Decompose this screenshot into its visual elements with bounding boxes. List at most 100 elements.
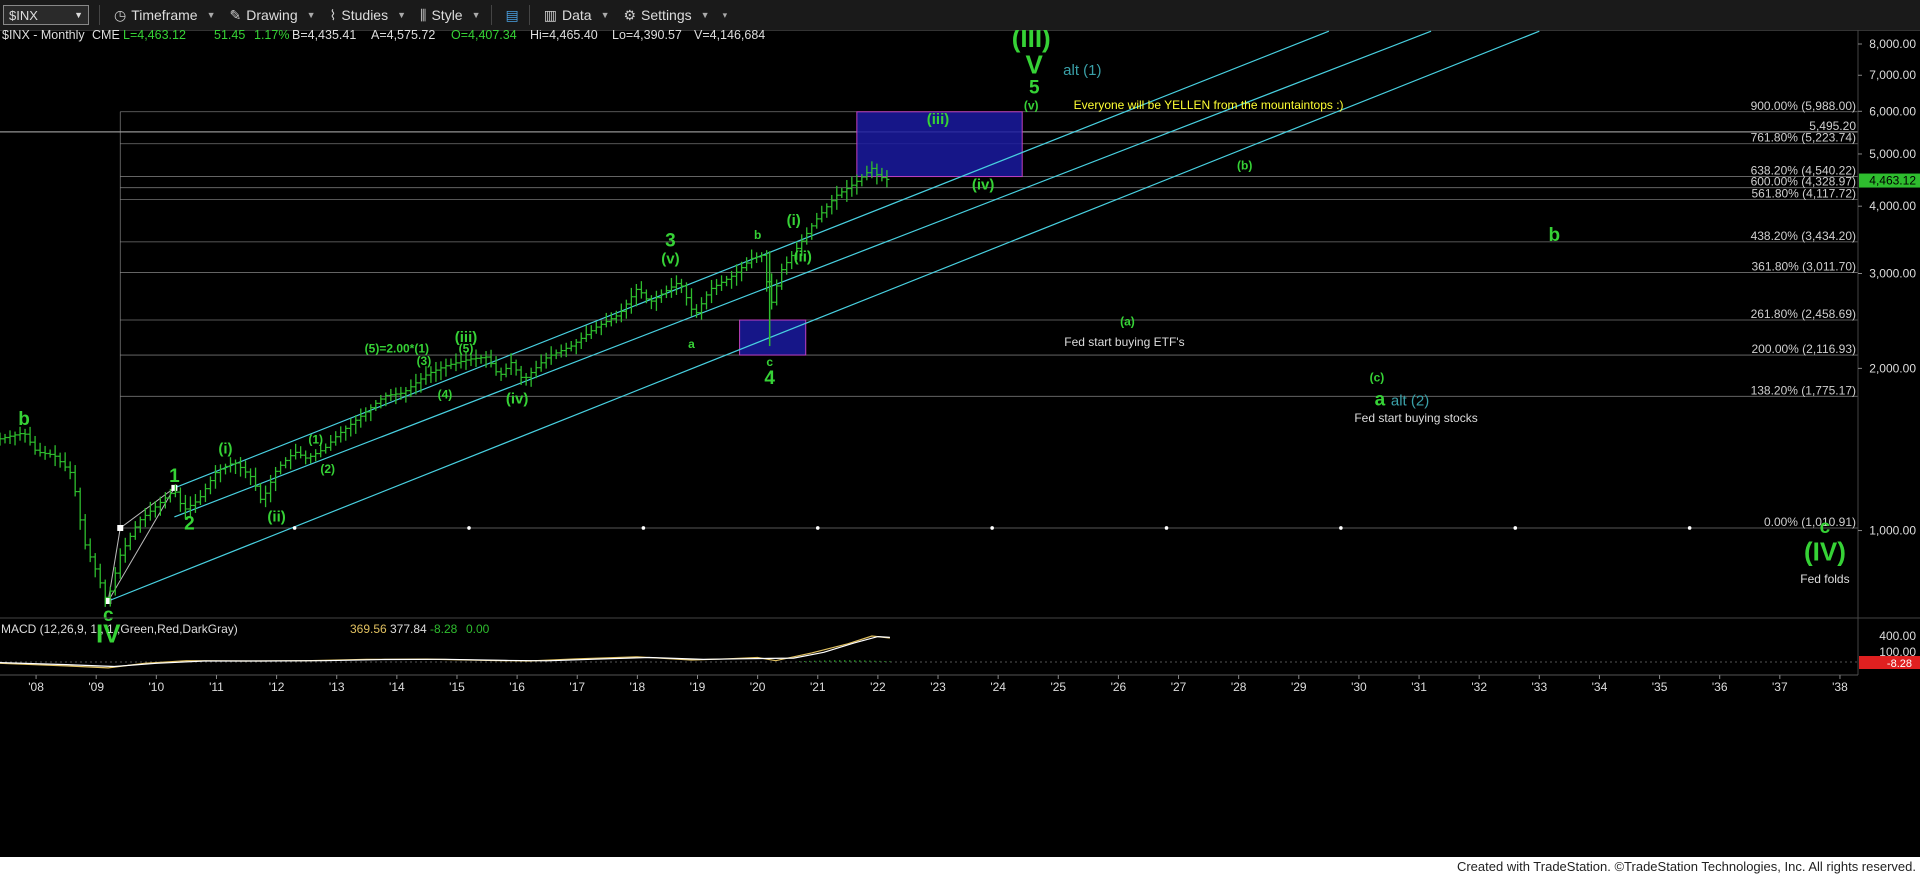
price-bar [17, 426, 23, 441]
level-marker [292, 526, 297, 530]
price-bar [413, 373, 419, 395]
annotation: Everyone will be YELLEN from the mountai… [1074, 98, 1344, 112]
price-bar [593, 321, 599, 334]
drawing-button[interactable]: ✎ Drawing ▼ [230, 7, 316, 24]
wave-label: 3 [665, 230, 676, 251]
anchor-point[interactable] [171, 484, 178, 491]
zero-value: 0.00 [466, 622, 490, 636]
macd-label: MACD (12,26,9, 1 , 1 ,Green,Red,DarkGray… [1, 622, 238, 636]
price-bar [473, 349, 479, 367]
toolbar: $INX ▼ ◷ Timeframe ▼ ✎ Drawing ▼ ⌇ Studi… [0, 0, 1920, 31]
price-bar [152, 501, 158, 518]
price-bar [854, 174, 860, 195]
price-bar [648, 295, 654, 310]
header-volume: V=4,146,684 [694, 30, 765, 42]
level-marker [990, 526, 994, 530]
timeframe-button[interactable]: ◷ Timeframe ▼ [114, 7, 216, 24]
price-bar [573, 339, 579, 355]
price-bar [418, 373, 424, 393]
price-bar [87, 538, 93, 563]
channel-line [108, 30, 1540, 602]
time-tick-label: '17 [569, 680, 585, 694]
price-bar [222, 463, 228, 475]
price-bar [142, 507, 148, 528]
price-bar [568, 340, 574, 352]
layout-button[interactable]: ▤ [506, 7, 519, 24]
time-tick-label: '16 [509, 680, 525, 694]
price-bar [528, 367, 534, 387]
price-bar [72, 465, 78, 497]
price-bar [859, 174, 865, 187]
price-bar [658, 289, 664, 303]
price-bar [809, 223, 815, 240]
price-bar [358, 408, 364, 428]
price-tick-label: 5,000.00 [1869, 147, 1916, 161]
price-bar [874, 163, 880, 185]
time-tick-label: '19 [690, 680, 706, 694]
price-bar [839, 187, 845, 199]
wave-label: 4 [764, 368, 775, 389]
price-bar [759, 252, 765, 263]
price-bar [453, 353, 459, 372]
footer: Created with TradeStation. ©TradeStation… [0, 857, 1920, 876]
footer-credit: Created with TradeStation. ©TradeStation… [1456, 859, 1916, 874]
wave-label: (5)=2.00*(1) [365, 342, 429, 356]
macd-tick-label: 100.00 [1879, 645, 1916, 659]
price-bar [834, 185, 840, 210]
price-bar [744, 257, 750, 272]
price-bar [177, 487, 183, 512]
anchor-point[interactable] [105, 597, 112, 604]
price-tick-label: 3,000.00 [1869, 266, 1916, 280]
price-bar [117, 548, 123, 579]
price-bar [187, 496, 193, 519]
price-bar [468, 352, 474, 367]
time-tick-label: '31 [1411, 680, 1427, 694]
data-button[interactable]: ▥ Data ▼ [544, 7, 610, 24]
price-bar [172, 484, 178, 498]
macd-line [0, 635, 890, 669]
target-boxes [739, 111, 1023, 356]
header-last: L=4,463.12 [123, 30, 186, 42]
price-tick-label: 4,000.00 [1869, 199, 1916, 213]
price-bar [884, 170, 890, 188]
price-bar [608, 312, 614, 327]
wave-label: (ii) [794, 248, 812, 265]
symbol-input[interactable]: $INX ▼ [3, 5, 89, 25]
price-bar [253, 467, 259, 491]
fib-label: 600.00% (4,328.97) [1751, 175, 1856, 189]
price-axis: 1,000.00 2,000.00 3,000.00 4,000.00 5,000.00… [1857, 30, 1920, 675]
price-bar [333, 431, 339, 446]
style-button[interactable]: ⫼ Style ▼ [420, 7, 481, 24]
wave-label: a [688, 337, 695, 351]
symbol-value: $INX [9, 7, 38, 23]
time-tick-label: '35 [1652, 680, 1668, 694]
studies-button[interactable]: ⌇ Studies ▼ [330, 7, 406, 24]
price-bar [27, 426, 33, 446]
header-ask: A=4,575.72 [371, 30, 435, 42]
price-bar [643, 289, 649, 304]
price-bar [503, 363, 509, 378]
header-change-pct: 1.17% [254, 30, 289, 42]
price-bar [438, 361, 444, 381]
fib-label: 261.80% (2,458.69) [1751, 307, 1856, 321]
price-bar [197, 490, 203, 505]
wave-label: (iii) [927, 111, 950, 128]
time-tick-label: '21 [810, 680, 826, 694]
header-change: 51.45 [214, 30, 245, 42]
fib-label: 761.80% (5,223.74) [1751, 131, 1856, 145]
alt-label: alt (2) [1391, 393, 1429, 410]
price-bar [127, 532, 133, 551]
price-bar [869, 161, 875, 179]
anchor-point[interactable] [117, 524, 124, 531]
price-bar [423, 366, 429, 385]
header-bid: B=4,435.41 [292, 30, 356, 42]
chevron-down-icon: ▼ [74, 10, 83, 20]
price-bar [754, 252, 760, 263]
settings-button[interactable]: ⚙ Settings ▼ ▾ [623, 7, 727, 24]
header-symbol: $INX - Monthly [2, 30, 85, 42]
price-bar [819, 205, 825, 223]
price-bar [373, 399, 379, 411]
wave-label: (2) [320, 462, 335, 476]
chevron-down-icon: ▼ [397, 10, 407, 20]
